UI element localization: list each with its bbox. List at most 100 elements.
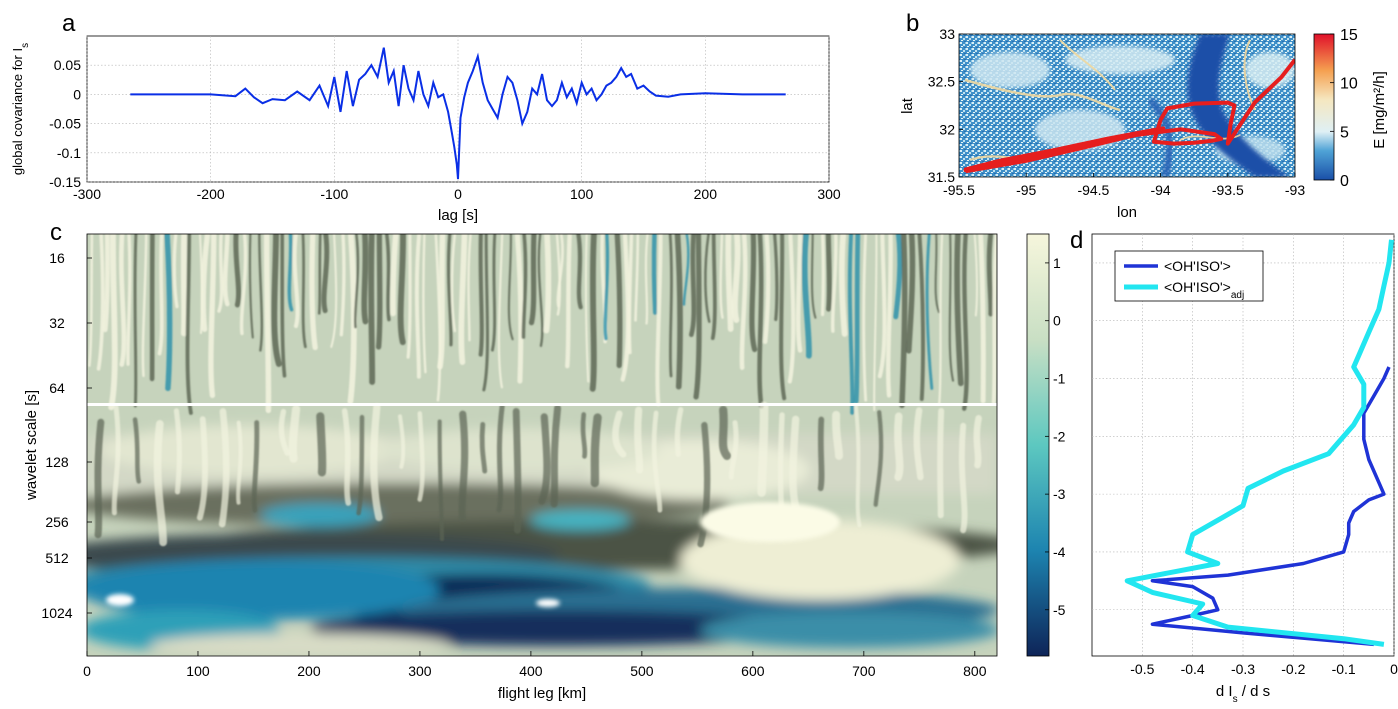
c-streak [973, 234, 979, 317]
b-y-tick-label: 31.5 [928, 169, 955, 185]
c-streak [271, 234, 282, 367]
panel-c-ticks: 0 100 200 300 400 500 600 700 800 16 32 64 128 256 512… [41, 250, 986, 679]
c-streak [820, 234, 825, 317]
legend-label-oh-iso: <OH'ISO'> [1164, 258, 1231, 274]
panel-b-colorbar-ticks: 0 5 10 15 [1330, 27, 1358, 190]
panel-b-letter: b [906, 10, 919, 37]
c-streak [948, 234, 955, 382]
c-streak [899, 234, 908, 409]
c-streak [731, 234, 741, 323]
c-streak [497, 234, 504, 389]
c-streak [321, 234, 330, 314]
c-streak [651, 410, 663, 513]
a-x-tick-label: -300 [73, 186, 101, 202]
c-streak [589, 234, 597, 392]
c-streak [668, 234, 673, 378]
panel-a-letter: a [62, 10, 76, 37]
c-colorbar-tick-label: -2 [1053, 428, 1066, 444]
panel-d-ticks: -0.5 -0.4 -0.3 -0.2 -0.1 0 [1130, 661, 1398, 677]
c-streak [450, 234, 457, 333]
a-x-tick-label: -200 [197, 186, 225, 202]
c-streak [862, 234, 868, 402]
c-streak [88, 234, 94, 367]
panel-b-y-label: lat [899, 97, 916, 114]
c-streak [817, 416, 825, 492]
c-streak [172, 234, 179, 309]
c-streak [528, 234, 537, 326]
c-streak [644, 234, 649, 325]
a-y-tick-label: 0.05 [54, 57, 81, 73]
panel-c-axes-box [86, 233, 998, 657]
a-x-tick-label: 200 [694, 186, 718, 202]
c-streak [446, 234, 453, 347]
c-streak [886, 234, 893, 398]
c-x-tick-label: 300 [408, 663, 432, 679]
c-streak [370, 403, 383, 522]
c-streak [556, 234, 564, 308]
b-colorbar-tick-label: 0 [1340, 173, 1349, 190]
c-streak [384, 234, 391, 322]
c-y-tick-label: 512 [45, 550, 69, 566]
panel-b-emission-map [959, 34, 1295, 177]
a-x-tick-label: -100 [320, 186, 348, 202]
d-x-tick-label: -0.4 [1181, 661, 1205, 677]
c-colorbar-tick-label: 0 [1053, 313, 1061, 329]
c-colorbar-tick-label: -3 [1053, 486, 1066, 502]
d-x-tick-label: -0.3 [1231, 661, 1255, 677]
c-streak [108, 234, 118, 411]
c-streak [414, 234, 422, 379]
c-streak [301, 234, 307, 349]
c-streak [954, 234, 964, 387]
c-streak [141, 234, 148, 378]
b-x-tick-label: -95.5 [943, 182, 975, 198]
c-streak [280, 234, 287, 378]
c-y-tick-label: 16 [49, 250, 65, 266]
panel-d-grid [1092, 234, 1395, 656]
c-streak [978, 234, 986, 404]
c-x-tick-label: 600 [741, 663, 765, 679]
c-streak [831, 410, 844, 460]
c-x-tick-label: 0 [83, 663, 91, 679]
c-streak [96, 234, 105, 371]
c-streak [634, 406, 644, 474]
c-y-tick-label: 1024 [41, 605, 72, 621]
c-streak [893, 234, 903, 320]
c-x-tick-label: 200 [297, 663, 321, 679]
c-streak [132, 417, 142, 484]
c-streak [991, 234, 997, 404]
c-streak [251, 420, 260, 513]
panel-b-flight-track [963, 58, 1295, 174]
c-streak [397, 414, 406, 469]
c-streak [580, 412, 588, 459]
panel-b-colorbar-label: E [mg/m²/h] [1371, 71, 1388, 149]
c-streak [341, 408, 352, 506]
c-streak [704, 234, 711, 323]
c-streak [368, 234, 376, 385]
c-streak [157, 234, 164, 356]
panel-c-colorbar-ticks: 1 0 -1 -2 -3 -4 -5 [1045, 255, 1066, 618]
b-x-tick-label: -93 [1285, 182, 1305, 198]
b-y-tick-label: 33 [939, 26, 955, 42]
c-streak [361, 234, 369, 325]
c-y-tick-label: 256 [45, 514, 69, 530]
panel-c-y-label: wavelet scale [s] [23, 390, 40, 501]
panel-c-colorbar [1026, 233, 1050, 657]
c-streak [538, 413, 551, 505]
c-streak [873, 234, 878, 412]
c-streak [749, 234, 758, 353]
c-streak [196, 416, 208, 521]
c-streak [164, 234, 173, 392]
c-streak [958, 422, 968, 534]
c-streak [973, 414, 982, 469]
c-streak [728, 420, 739, 480]
c-streak [795, 234, 803, 353]
c-streak [757, 401, 769, 497]
c-x-tick-label: 700 [852, 663, 876, 679]
c-streak [825, 234, 832, 312]
c-streak [309, 234, 318, 351]
c-streak [478, 234, 484, 357]
a-y-tick-label: -0.15 [49, 174, 81, 190]
c-streak [347, 234, 357, 405]
c-streak [482, 234, 489, 392]
panel-c-letter: c [50, 219, 62, 246]
